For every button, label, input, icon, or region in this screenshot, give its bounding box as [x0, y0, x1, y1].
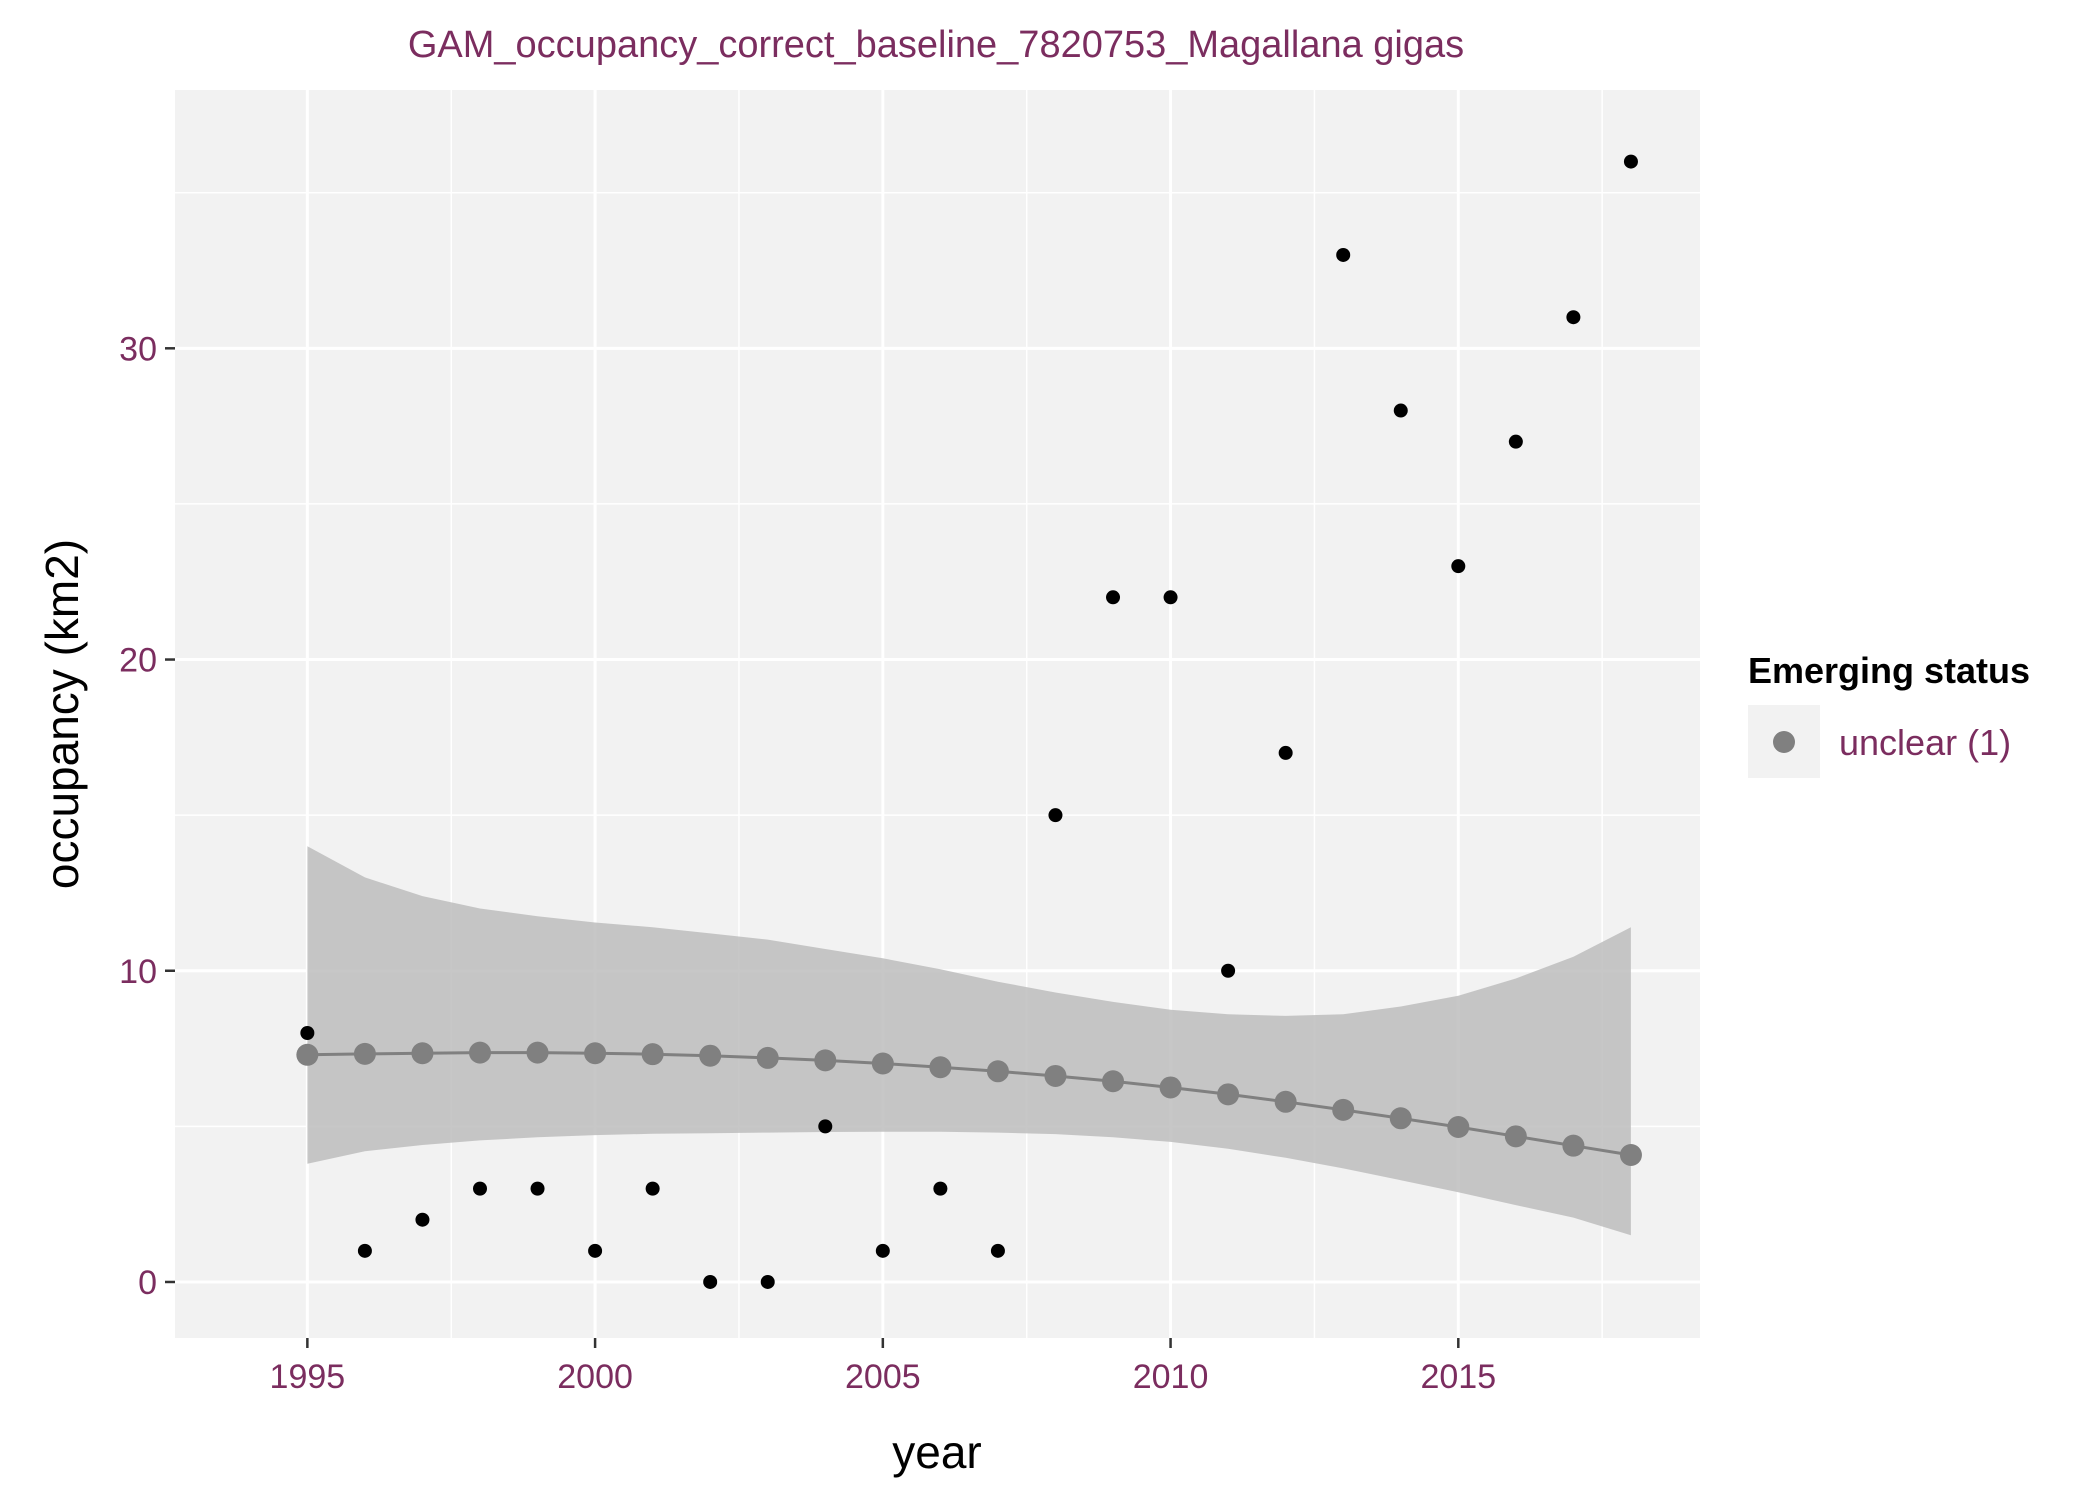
fitted-point [1274, 1090, 1297, 1113]
fitted-point [1504, 1125, 1527, 1148]
observed-point [933, 1181, 948, 1196]
fitted-point [526, 1041, 549, 1064]
x-tick-label: 2010 [1133, 1358, 1209, 1396]
legend-title: Emerging status [1748, 650, 2030, 691]
fitted-point [411, 1042, 434, 1065]
fitted-point [929, 1056, 952, 1079]
legend-label-unclear: unclear (1) [1839, 722, 2011, 763]
observed-point [990, 1243, 1005, 1258]
observed-point [357, 1243, 372, 1258]
y-tick-label: 10 [119, 953, 157, 991]
confidence-ribbon [307, 846, 1631, 1236]
fitted-point [1332, 1098, 1355, 1121]
fitted-point [699, 1044, 722, 1067]
chart-title: GAM_occupancy_correct_baseline_7820753_M… [408, 24, 1464, 66]
fitted-point [641, 1043, 664, 1066]
observed-point [1048, 808, 1063, 823]
fitted-point [1159, 1076, 1182, 1099]
axes: 1995 2000 2005 2010 2015 0 10 20 30 [119, 330, 1496, 1396]
observed-points [300, 154, 1638, 1289]
y-tick-label: 20 [119, 642, 157, 680]
fitted-point [1044, 1064, 1067, 1087]
observed-point [1106, 590, 1121, 605]
observed-point [473, 1181, 487, 1196]
fitted-point [986, 1060, 1009, 1083]
y-tick-label: 0 [138, 1264, 157, 1302]
observed-point [1451, 559, 1466, 574]
plot-panel [175, 90, 1700, 1338]
observed-point [588, 1243, 603, 1258]
x-tick-label: 2005 [845, 1358, 921, 1396]
x-tick-label: 2000 [557, 1358, 633, 1396]
y-tick-label: 30 [119, 330, 157, 368]
observed-point [760, 1274, 775, 1289]
fitted-point [814, 1049, 837, 1072]
legend: Emerging status unclear (1) [1748, 650, 2030, 778]
fitted-point [756, 1046, 779, 1069]
fitted-point [871, 1052, 894, 1075]
fitted-point [1447, 1115, 1470, 1138]
fitted-point [1619, 1144, 1642, 1167]
observed-point [300, 1026, 315, 1041]
observed-point [1623, 154, 1638, 169]
fitted-point [1562, 1134, 1585, 1157]
observed-point [1336, 247, 1351, 262]
observed-point [1163, 590, 1178, 605]
legend-key-dot [1773, 731, 1795, 753]
observed-point [1278, 745, 1293, 760]
observed-point [703, 1274, 718, 1289]
fitted-points [296, 1041, 1642, 1167]
fitted-point [1217, 1083, 1240, 1106]
observed-point [1221, 963, 1236, 978]
observed-point [1566, 310, 1581, 325]
fitted-point [296, 1043, 319, 1066]
fitted-point [1102, 1070, 1125, 1093]
fitted-point [1389, 1107, 1412, 1130]
fitted-point [469, 1041, 491, 1064]
x-tick-label: 1995 [270, 1358, 346, 1396]
observed-point [1393, 403, 1408, 418]
x-tick-label: 2015 [1420, 1358, 1496, 1396]
y-axis-title: occupancy (km2) [36, 539, 88, 889]
observed-point [415, 1212, 430, 1227]
observed-point [818, 1119, 833, 1134]
x-axis-title: year [892, 1426, 981, 1478]
observed-point [530, 1181, 545, 1196]
observed-point [875, 1243, 890, 1258]
fitted-point [584, 1042, 607, 1065]
observed-point [1508, 434, 1523, 449]
fitted-point [353, 1042, 376, 1065]
observed-point [645, 1181, 660, 1196]
